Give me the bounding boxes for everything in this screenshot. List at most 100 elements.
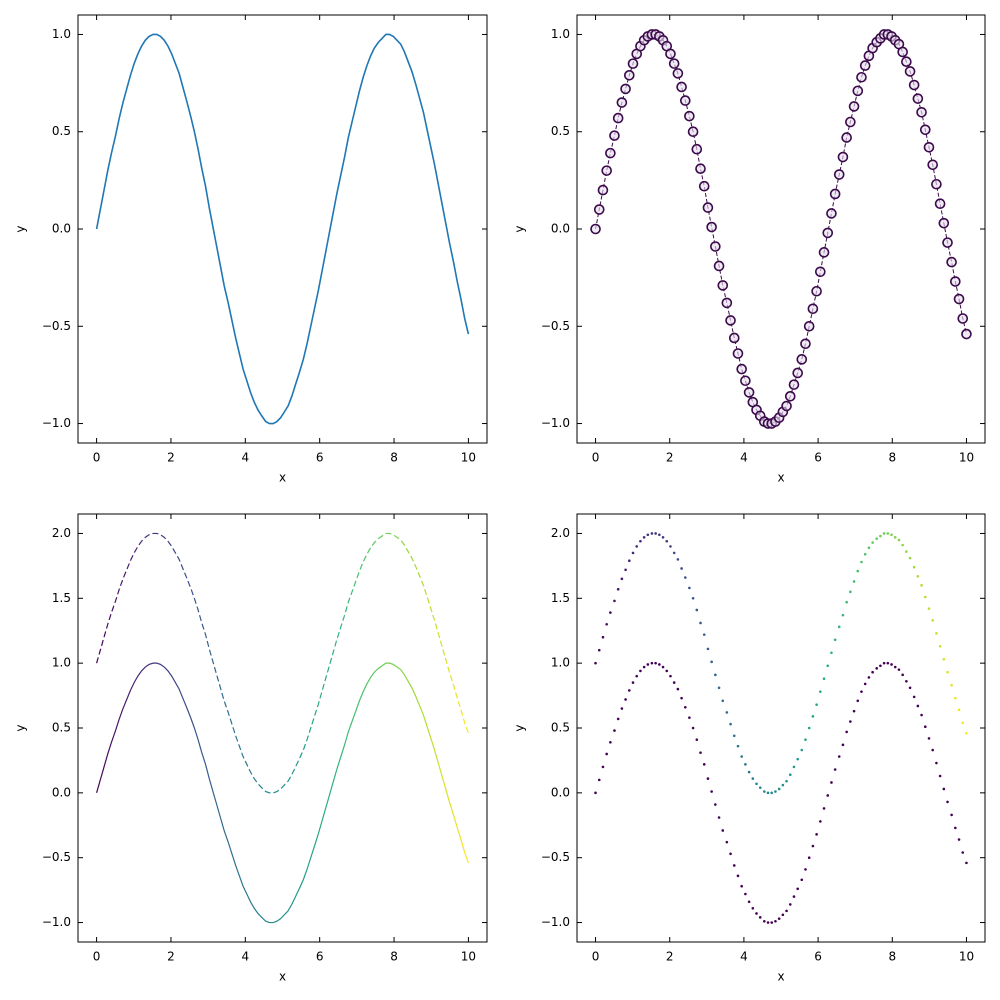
point	[961, 851, 965, 854]
point	[841, 613, 845, 617]
point	[822, 807, 826, 810]
point	[725, 840, 729, 844]
point	[691, 726, 695, 730]
point	[845, 730, 848, 734]
line	[595, 33, 967, 425]
point	[702, 763, 706, 766]
marker	[627, 58, 639, 69]
point	[830, 651, 833, 655]
point	[732, 734, 736, 738]
point	[845, 600, 848, 604]
point	[624, 698, 627, 701]
point	[755, 782, 758, 786]
x-tick-label: 0	[93, 451, 101, 465]
point	[788, 903, 792, 906]
point	[893, 536, 897, 539]
point	[852, 709, 856, 713]
point	[680, 696, 683, 700]
x-tick-label: 8	[888, 451, 896, 465]
y-tick-label: −0.5	[541, 319, 570, 333]
marker	[732, 348, 744, 359]
point	[819, 690, 822, 693]
marker	[593, 204, 605, 215]
point	[927, 737, 931, 740]
y-tick-label: 1.5	[52, 591, 71, 605]
marker	[784, 391, 796, 402]
x-tick-label: 4	[740, 451, 748, 465]
point	[613, 729, 616, 732]
y-tick-label: −1.0	[42, 915, 71, 929]
marker	[605, 147, 616, 159]
marker	[717, 280, 729, 291]
point	[792, 895, 796, 898]
x-tick-label: 2	[666, 950, 674, 964]
point	[601, 635, 605, 639]
x-tick-label: 8	[390, 950, 398, 964]
point	[957, 838, 961, 841]
point	[826, 794, 830, 797]
y-tick-label: 0.5	[551, 721, 570, 735]
point	[751, 906, 755, 910]
point	[639, 539, 642, 543]
point	[815, 833, 818, 836]
point	[807, 856, 811, 859]
point	[833, 768, 837, 771]
line	[96, 532, 469, 794]
point	[860, 690, 863, 693]
marker	[612, 112, 624, 124]
point	[788, 773, 792, 776]
point	[710, 660, 713, 664]
point	[665, 539, 669, 543]
marker	[803, 320, 815, 332]
point	[601, 765, 605, 769]
subplot: 0 2 4 6 8 10 −1.0 −0.5 0.0 0.5 1.0 x y	[513, 14, 986, 485]
point	[800, 748, 804, 752]
x-tick-label: 0	[592, 950, 600, 964]
point	[916, 704, 920, 708]
point	[702, 633, 706, 636]
point	[691, 597, 695, 600]
point	[729, 722, 732, 726]
point	[609, 740, 612, 744]
point	[777, 917, 781, 920]
point	[635, 674, 639, 678]
x-tick-label: 2	[666, 451, 674, 465]
marker	[695, 163, 706, 174]
point	[920, 584, 923, 587]
y-axis-label: y	[513, 724, 527, 731]
marker	[938, 217, 950, 229]
point	[627, 689, 631, 692]
point	[954, 696, 957, 700]
point	[699, 751, 702, 754]
marker	[848, 101, 860, 112]
point	[804, 738, 807, 741]
marker	[668, 58, 680, 69]
point	[631, 551, 635, 555]
point	[736, 874, 740, 878]
point	[811, 715, 815, 718]
point	[849, 590, 852, 594]
point	[908, 556, 912, 560]
point	[650, 532, 654, 535]
point	[669, 545, 672, 548]
marker	[897, 46, 908, 58]
point	[774, 919, 777, 923]
point	[796, 887, 799, 891]
point	[605, 752, 608, 756]
marker	[597, 184, 609, 196]
point	[609, 611, 612, 614]
point	[871, 670, 874, 674]
point	[856, 569, 860, 573]
point	[946, 670, 949, 674]
x-tick-label: 10	[461, 451, 476, 465]
point	[732, 864, 736, 867]
y-tick-label: 0.5	[551, 124, 570, 138]
point	[833, 638, 837, 642]
marker	[728, 332, 740, 344]
point	[620, 707, 624, 710]
marker	[616, 97, 628, 108]
point	[931, 748, 935, 752]
point	[879, 664, 882, 668]
y-tick-label: −1.0	[541, 915, 570, 929]
